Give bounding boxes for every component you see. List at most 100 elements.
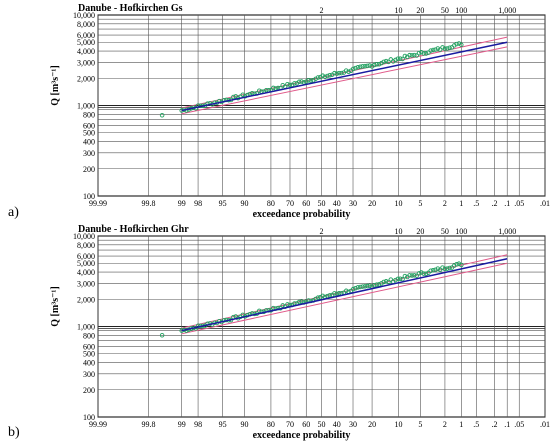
x-tick-label: .01 [540, 420, 550, 429]
y-tick-label: 200 [83, 386, 95, 395]
y-tick-label: 400 [83, 138, 95, 147]
observation-point [325, 73, 330, 79]
observation-point [407, 273, 412, 278]
x-tick-label: 80 [267, 199, 275, 208]
y-tick-label: 500 [83, 129, 95, 138]
observation-point [395, 56, 401, 61]
observation-point [409, 53, 415, 58]
x-tick-label: .01 [540, 199, 550, 208]
y-tick-label: 200 [83, 165, 95, 174]
observation-point [336, 291, 342, 296]
x-tick-label: 50 [318, 199, 326, 208]
observation-point [376, 61, 382, 67]
x-tick-label: 99.99 [89, 199, 107, 208]
observation-point [334, 291, 340, 297]
x-tick-label: 30 [349, 199, 357, 208]
observation-point [383, 58, 389, 64]
observation-point [407, 52, 412, 58]
y-tick-label: 2,000 [77, 74, 95, 83]
observation-point [346, 69, 351, 74]
observation-point [414, 53, 419, 58]
observation-point [296, 299, 302, 305]
return-period-label: 20 [416, 227, 424, 236]
observation-point [322, 74, 328, 80]
observation-point [395, 276, 401, 282]
y-tick-label: 6,000 [77, 252, 95, 261]
observation-point [409, 273, 415, 278]
observation-point [386, 279, 391, 285]
observation-point [355, 64, 361, 70]
probability-plot-a: 1002003004005006008001,0002,0003,0004,00… [50, 3, 550, 220]
observation-point [447, 265, 452, 271]
x-tick-label: 20 [368, 199, 376, 208]
y-tick-label: 10,000 [73, 11, 95, 20]
observation-point [159, 113, 165, 118]
x-tick-label: 90 [240, 199, 248, 208]
observation-point [353, 286, 358, 291]
y-tick-label: 8,000 [77, 20, 95, 29]
observation-point [428, 48, 434, 53]
observation-point [271, 85, 276, 91]
fitted-line [181, 41, 508, 112]
observation-point [419, 270, 424, 275]
x-tick-label: 99 [178, 420, 186, 429]
observation-point [365, 63, 370, 69]
observation-point [360, 64, 365, 69]
observation-point [285, 302, 290, 307]
return-period-label: 10 [395, 6, 403, 15]
x-tick-label: 99.8 [142, 199, 156, 208]
observation-point [402, 273, 408, 279]
observation-point [459, 42, 464, 48]
x-tick-label: 60 [302, 420, 310, 429]
y-tick-label: 600 [83, 343, 95, 352]
x-tick-label: 1 [459, 420, 463, 429]
observation-point [440, 45, 445, 50]
observation-point [435, 266, 441, 271]
observation-point [381, 279, 387, 285]
observation-point [416, 50, 422, 56]
y-tick-label: 300 [83, 370, 95, 379]
observation-point [367, 63, 372, 68]
observation-point [315, 295, 321, 300]
return-period-label: 50 [441, 227, 449, 236]
observation-point [454, 41, 459, 47]
panel-label-b: b) [8, 425, 20, 440]
observation-point [440, 265, 445, 270]
observation-point [256, 88, 262, 93]
observation-point [386, 59, 391, 65]
observation-point [412, 273, 417, 278]
observation-point [350, 286, 356, 292]
return-period-label: 2 [320, 227, 324, 236]
y-tick-label: 300 [83, 149, 95, 158]
observation-point [362, 63, 368, 69]
x-tick-label: 99.99 [89, 420, 107, 429]
observation-point [320, 293, 325, 299]
observation-point [336, 70, 342, 76]
observation-point [334, 71, 340, 76]
observation-point [376, 282, 382, 287]
y-tick-label: 600 [83, 122, 95, 131]
observation-point [332, 291, 337, 296]
observation-point [339, 70, 344, 76]
x-tick-label: 1 [459, 199, 463, 208]
observation-point [381, 59, 387, 65]
y-tick-label: 400 [83, 359, 95, 368]
observation-point [299, 79, 304, 84]
return-period-label: 100 [455, 6, 467, 15]
x-tick-label: 10 [395, 420, 403, 429]
observation-point [327, 293, 332, 298]
observation-point [343, 288, 349, 294]
observation-point [430, 267, 436, 273]
x-tick-label: 98 [194, 420, 202, 429]
x-tick-label: .2 [491, 420, 497, 429]
y-tick-label: 500 [83, 350, 95, 359]
observation-point [320, 73, 325, 78]
observation-point [374, 62, 379, 67]
y-axis-label: Q [m³s⁻¹] [50, 65, 61, 105]
observation-point [327, 72, 332, 78]
y-tick-label: 4,000 [77, 268, 95, 277]
return-period-label: 2 [320, 6, 324, 15]
confidence-lower-line [181, 262, 508, 335]
return-period-label: 20 [416, 6, 424, 15]
